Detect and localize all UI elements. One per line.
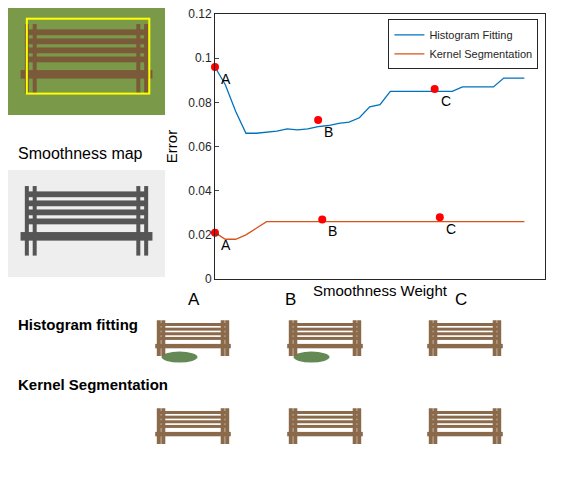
svg-text:Histogram Fitting: Histogram Fitting [429, 29, 512, 41]
svg-text:0.06: 0.06 [188, 140, 212, 154]
svg-text:C: C [441, 93, 451, 109]
svg-text:Kernel Segmentation: Kernel Segmentation [429, 48, 532, 60]
html-text:Histogram fitting: Histogram fitting [18, 316, 138, 333]
html-text:Kernel Segmentation: Kernel Segmentation [18, 376, 168, 393]
svg-text:0.08: 0.08 [188, 96, 212, 110]
svg-text:C: C [446, 221, 456, 237]
svg-text:0.12: 0.12 [188, 7, 212, 21]
svg-text:0.04: 0.04 [188, 184, 212, 198]
svg-text:0.1: 0.1 [195, 51, 212, 65]
svg-text:Error: Error [163, 130, 180, 163]
html-text:A: A [188, 290, 200, 309]
html-text:Smoothness map: Smoothness map [18, 145, 143, 162]
svg-text:0: 0 [205, 272, 212, 286]
svg-text:A: A [221, 71, 231, 87]
html-text:B: B [285, 290, 297, 309]
svg-text:Smoothness Weight: Smoothness Weight [313, 282, 448, 299]
svg-text:B: B [328, 223, 337, 239]
svg-text:A: A [221, 237, 231, 253]
svg-text:0.02: 0.02 [188, 228, 212, 242]
svg-text:B: B [324, 124, 333, 140]
html-text:C: C [455, 290, 468, 309]
